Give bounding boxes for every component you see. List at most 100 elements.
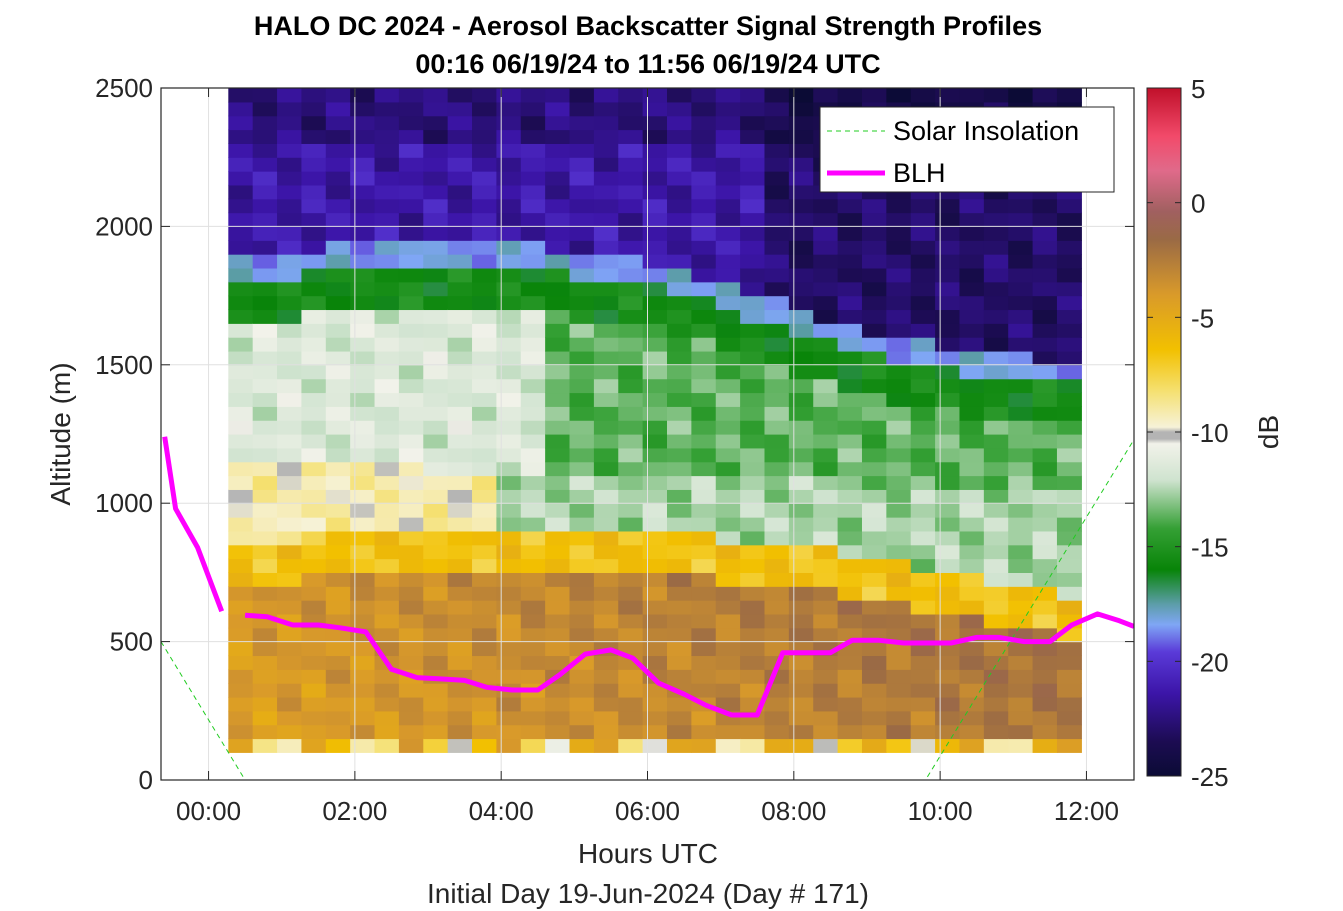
heatmap-cell — [374, 530, 400, 546]
heatmap-cell — [618, 434, 644, 449]
heatmap-cell — [301, 226, 327, 241]
heatmap-cell — [886, 558, 912, 573]
heatmap-cell — [691, 517, 717, 532]
heatmap-cell — [691, 184, 717, 200]
heatmap-cell — [715, 724, 741, 740]
heatmap-cell — [374, 627, 400, 643]
heatmap-cell — [301, 101, 327, 117]
heatmap-cell — [959, 198, 985, 214]
heatmap-cell — [277, 420, 303, 435]
heatmap-cell — [252, 503, 278, 518]
heatmap-cell — [715, 586, 741, 601]
heatmap-cell — [910, 420, 936, 435]
heatmap-cell — [1008, 281, 1034, 297]
heatmap-cell — [545, 544, 571, 560]
heatmap-cell — [496, 489, 522, 504]
heatmap-cell — [277, 406, 303, 421]
heatmap-cell — [740, 613, 766, 629]
heatmap-cell — [1032, 710, 1058, 726]
heatmap-cell — [520, 392, 546, 407]
heatmap-cell — [593, 378, 619, 394]
heatmap-cell — [252, 226, 278, 241]
heatmap-cell — [520, 171, 546, 186]
heatmap-cell — [1032, 655, 1058, 670]
heatmap-cell — [228, 586, 254, 601]
heatmap-cell — [496, 323, 522, 338]
heatmap-cell — [618, 184, 644, 200]
heatmap-cell — [252, 337, 278, 352]
heatmap-cell — [277, 267, 303, 283]
heatmap-cell — [983, 254, 1009, 269]
heatmap-cell — [277, 240, 303, 255]
heatmap-cell — [1056, 738, 1082, 753]
blh-line-segment-1 — [162, 436, 225, 613]
heatmap-cell — [1056, 461, 1082, 477]
heatmap-cell — [1032, 392, 1058, 407]
heatmap-cell — [983, 461, 1009, 477]
heatmap-cell — [740, 669, 766, 684]
heatmap-cell — [350, 503, 376, 518]
heatmap-cell — [886, 738, 912, 753]
heatmap-cell — [593, 240, 619, 255]
heatmap-cell — [886, 586, 912, 601]
heatmap-cell — [667, 281, 692, 297]
heatmap-cell — [277, 323, 303, 338]
heatmap-cell — [618, 295, 644, 311]
heatmap-cell — [374, 724, 400, 740]
heatmap-cell — [667, 420, 692, 435]
heatmap-cell — [228, 240, 254, 255]
heatmap-cell — [764, 226, 790, 241]
heatmap-cell — [496, 88, 522, 103]
heatmap-cell — [350, 378, 376, 394]
heatmap-cell — [228, 530, 254, 546]
heatmap-cell — [593, 350, 619, 366]
heatmap-cell — [228, 738, 254, 753]
heatmap-cell — [861, 254, 887, 269]
heatmap-cell — [667, 101, 692, 117]
heatmap-cell — [593, 88, 619, 103]
heatmap-cell — [935, 475, 961, 490]
heatmap-cell — [350, 586, 376, 601]
heatmap-cell — [715, 461, 741, 477]
heatmap-cell — [496, 655, 522, 670]
heatmap-cell — [667, 655, 692, 670]
heatmap-cell — [496, 212, 522, 227]
heatmap-cell — [228, 696, 254, 712]
heatmap-cell — [545, 530, 571, 546]
heatmap-cell — [764, 558, 790, 573]
heatmap-cell — [667, 184, 692, 200]
heatmap-cell — [374, 309, 400, 324]
heatmap-cell — [520, 101, 546, 117]
heatmap-cell — [691, 447, 717, 463]
heatmap-cell — [1056, 378, 1082, 394]
heatmap-cell — [423, 295, 449, 311]
heatmap-cell — [1032, 88, 1058, 103]
heatmap-cell — [398, 171, 424, 186]
heatmap-cell — [1008, 240, 1034, 255]
heatmap-cell — [374, 184, 400, 200]
heatmap-cell — [959, 337, 985, 352]
heatmap-cell — [447, 724, 473, 740]
heatmap-cell — [1008, 517, 1034, 532]
heatmap-cell — [228, 254, 254, 269]
heatmap-cell — [861, 392, 887, 407]
heatmap-cell — [228, 392, 254, 407]
heatmap-cell — [447, 267, 473, 283]
heatmap-cell — [788, 378, 814, 394]
heatmap-cell — [423, 337, 449, 352]
heatmap-cell — [813, 669, 839, 684]
heatmap-cell — [325, 281, 351, 297]
heatmap-cell — [837, 88, 863, 103]
heatmap-cell — [350, 267, 376, 283]
heatmap-cell — [642, 461, 668, 477]
heatmap-cell — [350, 517, 376, 532]
heatmap-cell — [569, 184, 595, 200]
heatmap-cell — [642, 350, 668, 366]
heatmap-cell — [740, 558, 766, 573]
heatmap-cell — [788, 350, 814, 366]
heatmap-cell — [691, 115, 717, 131]
heatmap-cell — [618, 157, 644, 172]
heatmap-cell — [837, 586, 863, 601]
heatmap-cell — [1032, 350, 1058, 366]
heatmap-cell — [228, 281, 254, 297]
